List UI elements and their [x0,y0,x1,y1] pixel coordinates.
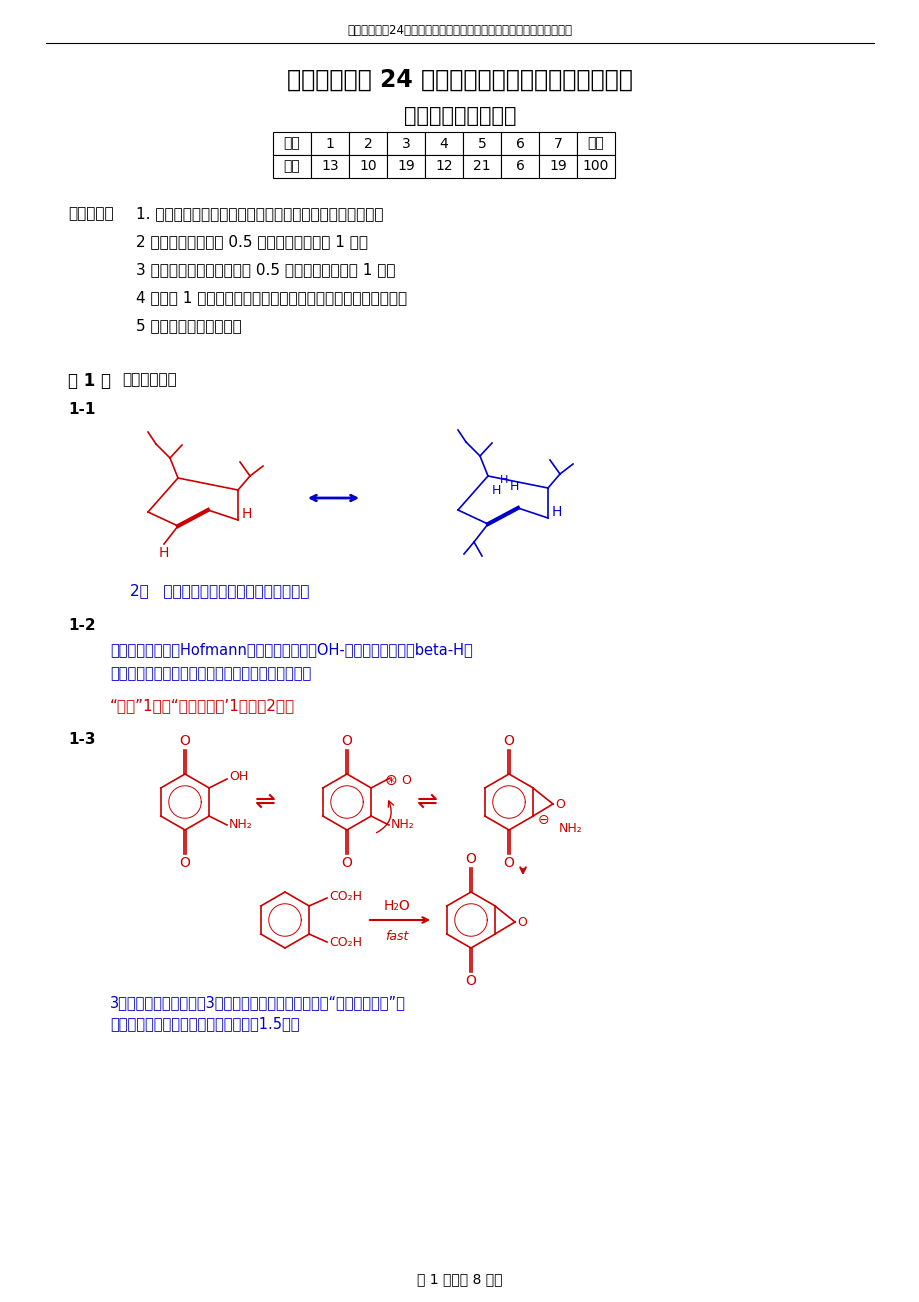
Text: 题号: 题号 [283,137,300,151]
Text: （用文字在机理中标出也认可），可得1.5分。: （用文字在机理中标出也认可），可得1.5分。 [110,1016,300,1031]
Text: 3: 3 [402,137,410,151]
Bar [348,132,387,155]
Text: 3分。机理正确即得满分3分。若机理写错，但体现出了“邻基参与效应”的: 3分。机理正确即得满分3分。若机理写错，但体现出了“邻基参与效应”的 [110,995,405,1010]
Bar [576,155,614,178]
Text: NH₂: NH₂ [391,818,414,831]
Text: 中国化学会第 24 届全国高中学生化学竞赛模拟试题: 中国化学会第 24 届全国高中学生化学竞赛模拟试题 [287,68,632,92]
Text: 1: 1 [325,137,335,151]
Text: O: O [179,855,190,870]
Text: H: H [551,505,562,519]
Text: O: O [465,852,476,866]
Bar [501,155,539,178]
Bar [539,155,576,178]
Text: ⇌: ⇌ [255,790,275,814]
Bar [348,155,387,178]
Text: 5 方程式不配平不得分。: 5 方程式不配平不得分。 [136,318,242,333]
Text: O: O [503,734,514,749]
Text: NH₂: NH₂ [559,822,582,835]
Bar [425,155,462,178]
Text: 6: 6 [515,137,524,151]
Text: H: H [159,546,169,560]
Bar [273,132,311,155]
Text: CO₂H: CO₂H [329,889,361,902]
Text: ⊛: ⊛ [384,772,397,788]
Text: 6: 6 [515,160,524,173]
Bar [462,155,501,178]
Text: O: O [341,855,352,870]
Text: 10: 10 [358,160,377,173]
Text: 7: 7 [553,137,562,151]
Text: O: O [503,855,514,870]
Bar [311,155,348,178]
Text: 100: 100 [582,160,608,173]
Bar [425,132,462,155]
Text: 参考答案及评分细则: 参考答案及评分细则 [403,105,516,126]
Text: H: H [242,506,252,521]
Text: O: O [554,798,564,811]
Text: 由于桥环的刚性，Hofmann消除反应中的碱（OH-）难以从背面进攻beta-H，: 由于桥环的刚性，Hofmann消除反应中的碱（OH-）难以从背面进攻beta-H… [110,642,472,658]
Text: 1-1: 1-1 [68,402,96,417]
Text: 19: 19 [397,160,414,173]
Text: 难以以反式共平面的过渡态消除，故只能顺式消除。: 难以以反式共平面的过渡态消除，故只能顺式消除。 [110,667,311,681]
Text: 第 1 页（共 8 页）: 第 1 页（共 8 页） [417,1272,502,1286]
Text: 第 1 题: 第 1 题 [68,372,111,391]
Bar [462,132,501,155]
Text: 2 有效数字错误，扣 0.5 分，但每大题只扣 1 次。: 2 有效数字错误，扣 0.5 分，但每大题只扣 1 次。 [136,234,368,249]
Text: O: O [341,734,352,749]
Text: O: O [179,734,190,749]
Text: O: O [465,974,476,988]
Text: ⇌: ⇌ [416,790,437,814]
Text: 2分   画出构象式即可。其他答案不给分。: 2分 画出构象式即可。其他答案不给分。 [130,583,309,598]
Text: 评分通则：: 评分通则： [68,206,114,221]
Text: 总计: 总计 [587,137,604,151]
Text: 中国化学会第24届全国高中学生化学竞赛模拟试题参考答案及评分细则: 中国化学会第24届全国高中学生化学竞赛模拟试题参考答案及评分细则 [347,23,572,36]
Text: H: H [491,483,500,496]
Text: H: H [509,479,518,492]
Text: 19: 19 [549,160,566,173]
Text: 1-2: 1-2 [68,618,96,633]
Text: 有机化学原理: 有机化学原理 [122,372,176,387]
Text: H: H [499,475,507,486]
Text: 3 单位不写或表达错误，扣 0.5 分，但每大题只扣 1 次。: 3 单位不写或表达错误，扣 0.5 分，但每大题只扣 1 次。 [136,262,395,277]
Text: H₂O: H₂O [383,898,410,913]
Bar [387,132,425,155]
Text: OH: OH [229,769,248,783]
Text: 5: 5 [477,137,486,151]
Text: 21: 21 [472,160,490,173]
Text: 1-3: 1-3 [68,732,96,747]
Text: 4: 4 [439,137,448,151]
Bar [273,155,311,178]
Text: “刚性”1分，“反式共平面’1分，共2分。: “刚性”1分，“反式共平面’1分，共2分。 [110,698,295,713]
Text: 1. 凡要求计算的，没有计算过程，即使结果正确也不得分。: 1. 凡要求计算的，没有计算过程，即使结果正确也不得分。 [136,206,383,221]
Text: 13: 13 [321,160,338,173]
Text: NH₂: NH₂ [229,818,253,831]
Text: 2: 2 [363,137,372,151]
Text: 12: 12 [435,160,452,173]
Text: CO₂H: CO₂H [329,936,361,948]
Text: O: O [401,773,411,786]
Text: O: O [516,915,527,928]
FancyArrowPatch shape [376,801,393,833]
Bar [387,155,425,178]
Text: 满分: 满分 [283,160,300,173]
Bar [539,132,576,155]
Text: 4 只要求 1 个答案、而给出多个答案，其中有错误的，不得分。: 4 只要求 1 个答案、而给出多个答案，其中有错误的，不得分。 [136,290,407,305]
Bar [501,132,539,155]
Bar [311,132,348,155]
Text: ⊖: ⊖ [538,812,550,827]
Text: fast: fast [385,930,408,943]
Bar [576,132,614,155]
